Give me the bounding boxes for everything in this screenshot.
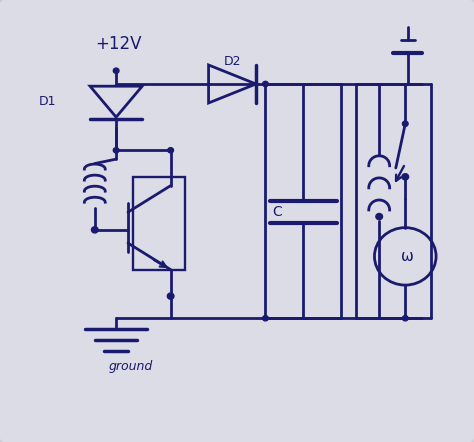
Bar <box>133 177 185 270</box>
Circle shape <box>402 121 408 126</box>
Text: D2: D2 <box>224 55 241 69</box>
Text: +12V: +12V <box>95 35 142 53</box>
Circle shape <box>402 174 409 180</box>
Text: ω: ω <box>401 249 414 264</box>
Circle shape <box>91 227 98 233</box>
Text: D1: D1 <box>39 95 56 108</box>
Circle shape <box>376 213 383 220</box>
Circle shape <box>263 316 268 321</box>
Circle shape <box>402 316 408 321</box>
Text: ground: ground <box>109 360 153 373</box>
Text: C: C <box>273 205 282 219</box>
Circle shape <box>167 293 174 299</box>
Circle shape <box>168 148 173 153</box>
Circle shape <box>113 68 119 73</box>
Circle shape <box>263 81 268 87</box>
Circle shape <box>113 148 119 153</box>
